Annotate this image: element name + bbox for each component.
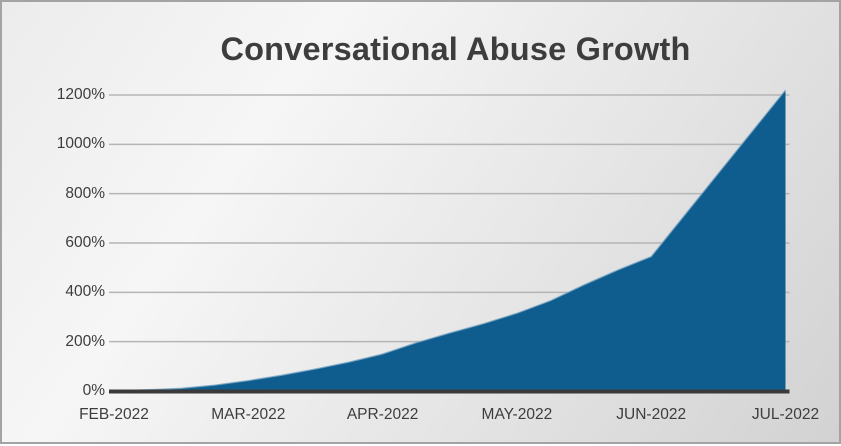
x-axis-label-jul-2022: JUL-2022 [726,405,841,425]
y-axis-label-600pct: 600% [25,233,105,253]
area-series [114,90,786,391]
x-axis-label-jun-2022: JUN-2022 [591,405,711,425]
x-axis-label-mar-2022: MAR-2022 [188,405,308,425]
y-axis-label-1000pct: 1000% [25,134,105,154]
y-axis-label-1200pct: 1200% [25,85,105,105]
x-axis-label-feb-2022: FEB-2022 [54,405,174,425]
y-axis-label-800pct: 800% [25,184,105,204]
x-axis-label-apr-2022: APR-2022 [323,405,443,425]
y-axis-label-0pct: 0% [25,381,105,401]
y-axis-label-400pct: 400% [25,282,105,302]
y-axis-label-200pct: 200% [25,332,105,352]
x-axis-label-may-2022: MAY-2022 [457,405,577,425]
